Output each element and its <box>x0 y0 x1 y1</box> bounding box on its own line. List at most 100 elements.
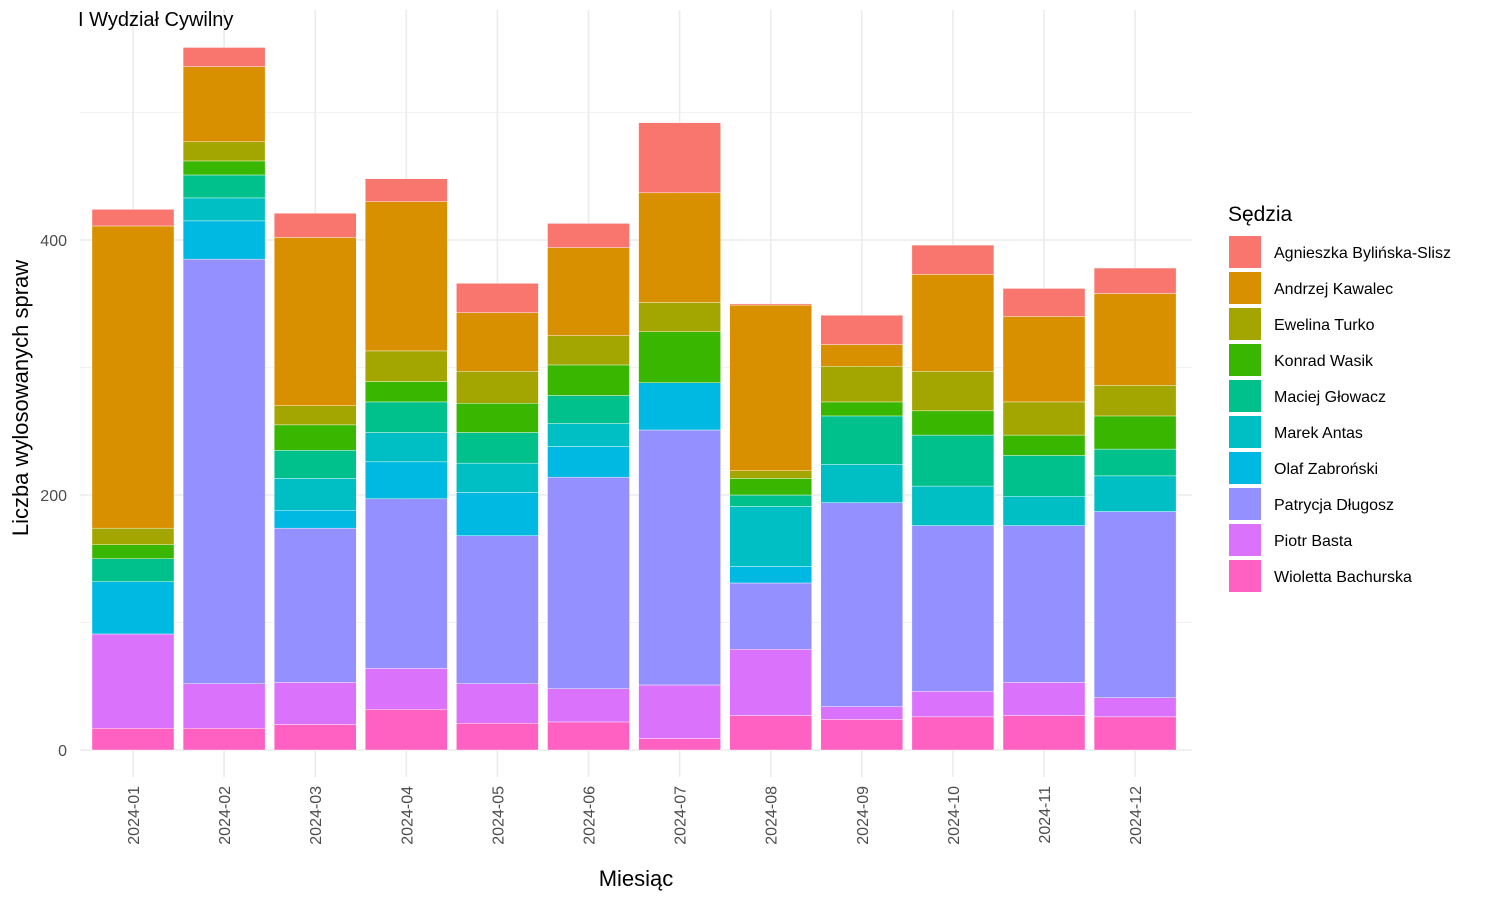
bar-segment <box>182 258 266 684</box>
bar-segment <box>1002 434 1086 456</box>
bar-segment <box>91 581 175 635</box>
legend-label: Olaf Zabroński <box>1274 461 1378 478</box>
legend-label: Ewelina Turko <box>1274 317 1375 334</box>
x-tick-label: 2024-09 <box>855 786 872 845</box>
bar-segment <box>1002 682 1086 716</box>
bar-segment <box>547 223 630 248</box>
bar-segment <box>91 209 175 227</box>
bar-segment <box>729 470 812 479</box>
bar-segment <box>820 719 903 751</box>
bar-segment <box>91 225 175 529</box>
bar-segment <box>1002 316 1086 403</box>
bar-segment <box>547 247 630 336</box>
legend-label: Piotr Basta <box>1274 533 1352 550</box>
bar-segment <box>274 213 357 238</box>
bar-segment <box>91 728 175 751</box>
bar-segment <box>274 405 357 426</box>
bar-segment <box>456 432 539 464</box>
bar-segment <box>638 382 721 431</box>
bars <box>91 47 1177 751</box>
bar-segment <box>365 432 448 463</box>
bar-segment <box>547 335 630 366</box>
bar-segment <box>547 423 630 447</box>
bar-segment <box>182 728 266 751</box>
bar-segment <box>547 721 630 751</box>
bar-segment <box>91 633 175 729</box>
legend-label: Agnieszka Bylińska-Slisz <box>1274 245 1451 262</box>
legend-label: Patrycja Długosz <box>1274 497 1394 514</box>
bar-segment <box>1002 525 1086 683</box>
bar-segment <box>820 344 903 367</box>
axes: 0 200 400 2024-01 2024-02 2024-03 2024-04 2024-… <box>40 233 1145 845</box>
bar-segment <box>547 688 630 723</box>
bar-segment <box>911 691 995 718</box>
legend-label: Marek Antas <box>1274 425 1363 442</box>
bar-segment <box>1002 455 1086 497</box>
bar-segment <box>820 401 903 417</box>
bar-segment <box>1093 293 1177 386</box>
x-axis-label: Miesiąc <box>599 866 674 891</box>
bar-segment <box>1002 288 1086 317</box>
bar-segment <box>456 535 539 684</box>
bar-segment <box>274 450 357 479</box>
bar-segment <box>820 415 903 465</box>
x-tick-label: 2024-08 <box>764 786 781 845</box>
bar-segment <box>820 315 903 345</box>
bar-segment <box>1093 511 1177 698</box>
legend-key <box>1229 272 1261 304</box>
bar-segment <box>274 510 357 529</box>
bar-segment <box>182 683 266 729</box>
bar-segment <box>547 446 630 478</box>
bar-segment <box>638 429 721 686</box>
x-tick-label: 2024-06 <box>582 786 599 845</box>
bar-segment <box>274 478 357 511</box>
bar-segment <box>91 558 175 582</box>
bar-segment <box>729 715 812 751</box>
bar-segment <box>182 66 266 143</box>
bar-segment <box>182 174 266 199</box>
x-tick-label: 2024-01 <box>126 786 143 845</box>
bar-segment <box>182 197 266 222</box>
bar-segment <box>182 160 266 176</box>
legend-key <box>1229 308 1261 340</box>
bar-segment <box>274 237 357 406</box>
bar-segment <box>1093 448 1177 477</box>
bar-segment <box>911 410 995 436</box>
legend-key <box>1229 524 1261 556</box>
bar-segment <box>729 582 812 650</box>
bar-segment <box>365 201 448 352</box>
bar-segment <box>729 566 812 584</box>
legend-key <box>1229 560 1261 592</box>
bar-segment <box>182 47 266 67</box>
bar-segment <box>456 371 539 404</box>
bar-segment <box>820 502 903 707</box>
bar-segment <box>729 649 812 716</box>
bar-segment <box>365 401 448 433</box>
bar-segment <box>1093 697 1177 718</box>
bar-segment <box>456 683 539 724</box>
y-tick-label: 0 <box>58 743 67 760</box>
x-tick-label: 2024-10 <box>946 786 963 845</box>
bar-segment <box>729 478 812 496</box>
legend-key <box>1229 236 1261 268</box>
bar-segment <box>729 304 812 471</box>
bar-segment <box>182 141 266 162</box>
legend-key <box>1229 416 1261 448</box>
bar-segment <box>365 381 448 403</box>
bar-segment <box>638 302 721 333</box>
bar-segment <box>1093 716 1177 751</box>
legend-key <box>1229 380 1261 412</box>
bar-segment <box>274 424 357 451</box>
bar-segment <box>638 684 721 739</box>
bar-segment <box>1093 267 1177 294</box>
bar-segment <box>911 716 995 751</box>
chart-title: I Wydział Cywilny <box>78 9 233 31</box>
x-tick-label: 2024-03 <box>308 786 325 845</box>
legend-label: Andrzej Kawalec <box>1274 281 1393 298</box>
bar-segment <box>91 544 175 559</box>
bar-segment <box>729 506 812 567</box>
bar-segment <box>911 244 995 275</box>
y-axis-label: Liczba wylosowanych spraw <box>8 260 33 536</box>
bar-segment <box>456 723 539 751</box>
x-tick-label: 2024-11 <box>1037 786 1054 844</box>
